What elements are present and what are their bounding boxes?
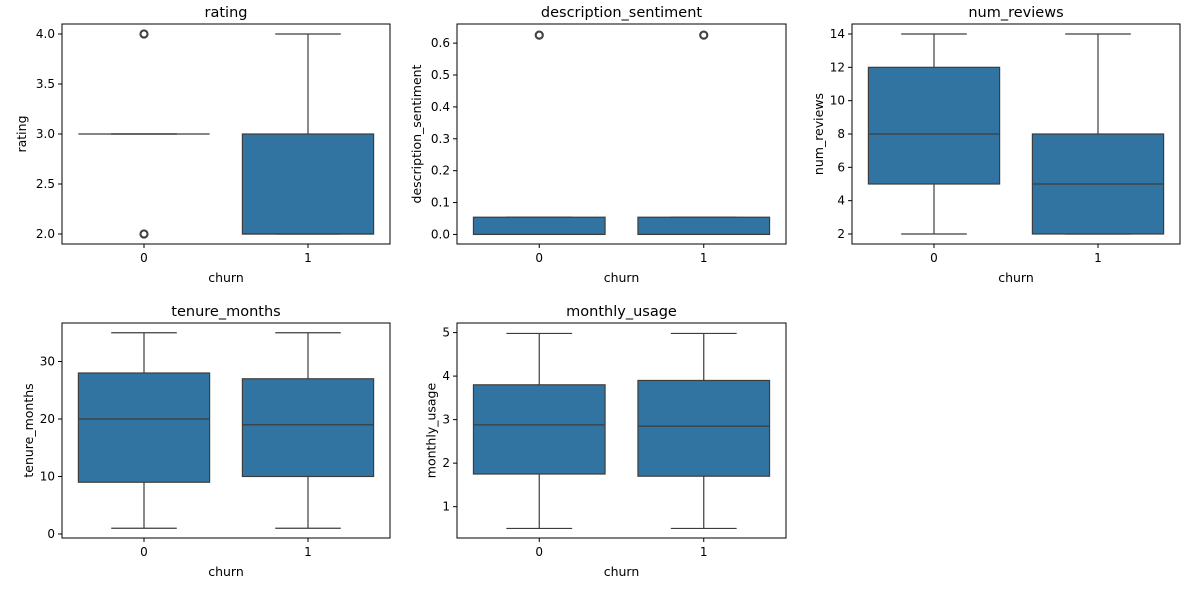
subplot-title: description_sentiment — [541, 5, 702, 21]
y-tick-label: 1 — [442, 500, 450, 514]
y-tick-label: 0.1 — [431, 196, 450, 210]
subplot-title: rating — [205, 5, 248, 21]
y-axis-label: rating — [14, 115, 29, 152]
x-axis-label: churn — [604, 270, 640, 285]
box-iqr — [241, 378, 375, 478]
outlier-point — [139, 229, 149, 239]
outlier-point — [699, 30, 709, 40]
box-1 — [1031, 33, 1165, 235]
box-0 — [867, 33, 1001, 235]
x-tick-label: 1 — [700, 545, 708, 559]
outlier-point-inner — [535, 31, 543, 39]
x-tick-label: 0 — [140, 545, 148, 559]
y-tick-label: 0.0 — [431, 227, 450, 241]
box-iqr — [241, 133, 375, 235]
y-tick-label: 2.0 — [36, 227, 55, 241]
axes-frame — [456, 23, 787, 245]
outlier-point-inner — [700, 31, 708, 39]
y-tick-label: 12 — [830, 60, 845, 74]
x-tick-label: 0 — [535, 545, 543, 559]
y-axis-label: num_reviews — [811, 93, 826, 175]
box-iqr — [637, 216, 771, 236]
y-tick-label: 4.0 — [36, 27, 55, 41]
subplot-title: monthly_usage — [566, 304, 677, 320]
x-tick-label: 0 — [535, 251, 543, 265]
outlier-point — [139, 29, 149, 39]
y-tick-label: 0 — [47, 527, 55, 541]
axes-frame — [456, 322, 787, 539]
subplot-description-sentiment: 0.0 0.1 0.2 0.3 0.4 0.5 0.6 0 1 description_senti… — [409, 5, 787, 285]
y-tick-label: 3.0 — [36, 127, 55, 141]
outlier-point-inner — [140, 230, 148, 238]
box-iqr — [637, 379, 771, 477]
y-tick-label: 6 — [837, 160, 845, 174]
outlier-point-inner — [140, 30, 148, 38]
box-0 — [472, 30, 606, 236]
y-axis-label: tenure_months — [21, 383, 36, 477]
y-tick-label: 0.4 — [431, 100, 450, 114]
box-0 — [77, 332, 211, 529]
y-tick-label: 10 — [40, 469, 55, 483]
y-tick-label: 4 — [442, 369, 450, 383]
x-tick-label: 1 — [304, 545, 312, 559]
y-tick-label: 0.2 — [431, 164, 450, 178]
axes-frame — [61, 322, 391, 539]
x-axis-label: churn — [998, 270, 1034, 285]
x-tick-label: 1 — [1094, 251, 1102, 265]
y-axis-label: description_sentiment — [409, 64, 424, 203]
box-iqr — [472, 216, 606, 236]
x-tick-label: 1 — [304, 251, 312, 265]
y-tick-label: 14 — [830, 27, 845, 41]
outlier-point — [534, 30, 544, 40]
box-iqr — [867, 66, 1001, 185]
y-tick-label: 3 — [442, 413, 450, 427]
x-tick-label: 0 — [140, 251, 148, 265]
y-tick-label: 8 — [837, 127, 845, 141]
x-tick-label: 0 — [930, 251, 938, 265]
subplot-title: tenure_months — [171, 304, 280, 320]
y-tick-label: 2.5 — [36, 177, 55, 191]
box-iqr — [472, 384, 606, 475]
y-tick-label: 2 — [837, 227, 845, 241]
y-tick-label: 5 — [442, 326, 450, 340]
y-tick-label: 4 — [837, 194, 845, 208]
box-1 — [637, 30, 771, 236]
box-0 — [472, 332, 606, 530]
box-iqr — [77, 372, 211, 483]
y-tick-label: 0.3 — [431, 132, 450, 146]
subplot-rating: 2.0 2.5 3.0 3.5 4.0 0 1 rating churn rating — [14, 5, 391, 285]
x-axis-label: churn — [208, 270, 244, 285]
x-tick-label: 1 — [700, 251, 708, 265]
x-axis-label: churn — [604, 564, 640, 579]
box-0 — [78, 29, 210, 239]
y-axis-label: monthly_usage — [424, 382, 439, 478]
box-1 — [637, 332, 771, 530]
y-tick-label: 0.5 — [431, 68, 450, 82]
y-tick-label: 0.6 — [431, 36, 450, 50]
y-tick-label: 30 — [40, 355, 55, 369]
subplot-title: num_reviews — [968, 5, 1063, 21]
box-1 — [241, 33, 375, 235]
x-axis-label: churn — [208, 564, 244, 579]
y-tick-label: 20 — [40, 412, 55, 426]
y-tick-label: 10 — [830, 94, 845, 108]
y-tick-label: 2 — [442, 456, 450, 470]
y-tick-label: 3.5 — [36, 77, 55, 91]
box-1 — [241, 332, 375, 529]
